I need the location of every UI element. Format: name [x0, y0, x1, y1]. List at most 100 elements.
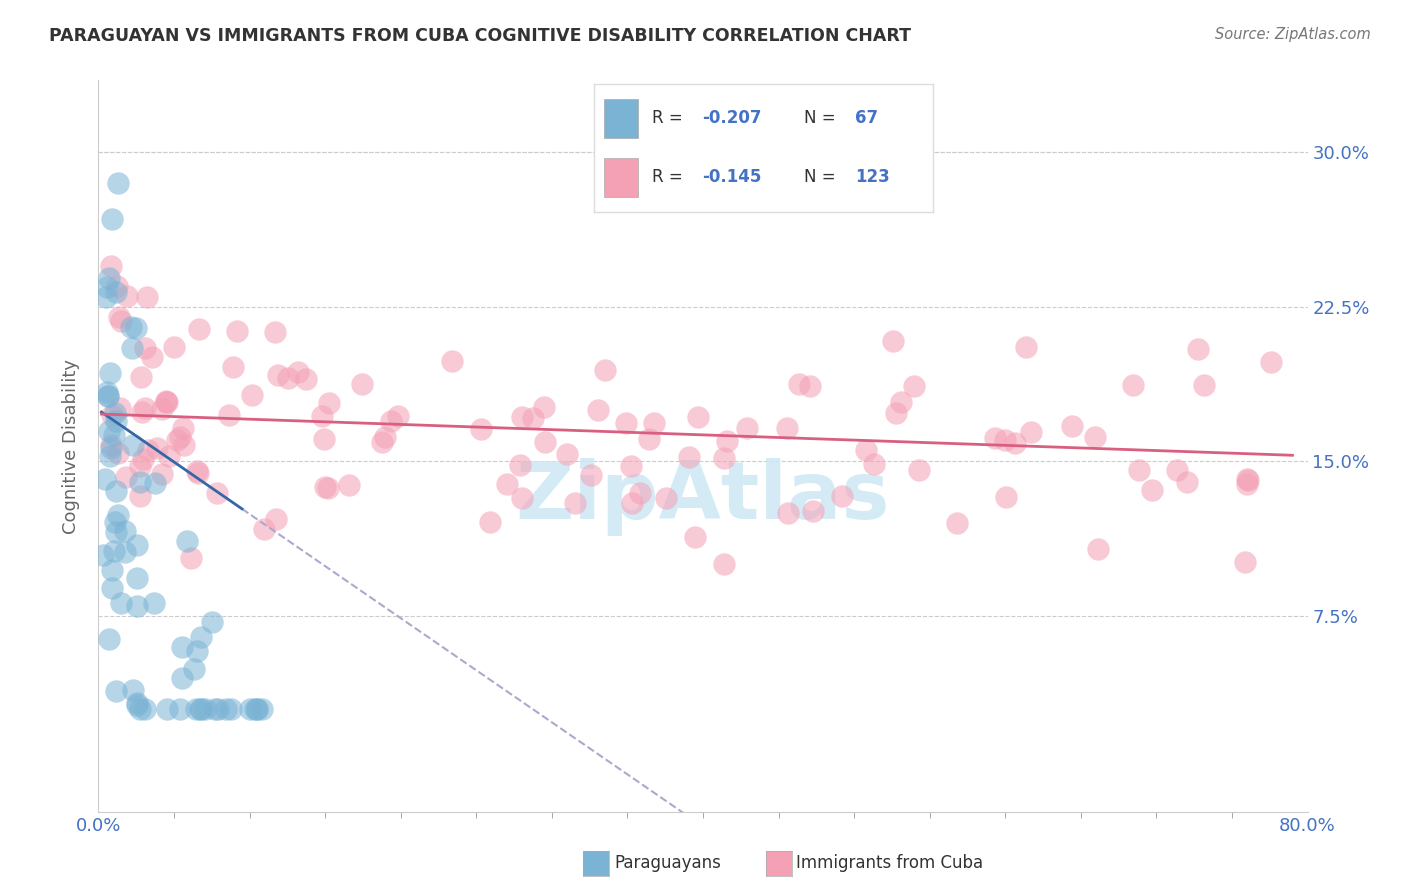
Point — [215, 702, 238, 716]
Point — [1015, 339, 1038, 353]
Point — [201, 615, 224, 629]
Point — [96, 279, 118, 293]
Point — [1122, 378, 1144, 392]
Point — [621, 496, 644, 510]
Point — [190, 630, 212, 644]
Point — [101, 582, 124, 596]
Point — [295, 372, 318, 386]
Point — [1004, 436, 1026, 450]
Point — [194, 702, 217, 716]
Point — [686, 409, 709, 424]
Point — [713, 451, 735, 466]
Text: Source: ZipAtlas.com: Source: ZipAtlas.com — [1215, 27, 1371, 42]
Point — [156, 395, 179, 409]
Point — [129, 475, 152, 489]
Point — [1187, 342, 1209, 356]
Point — [100, 259, 122, 273]
Point — [105, 279, 128, 293]
Point — [509, 458, 531, 473]
Point — [98, 632, 121, 647]
Point — [945, 516, 967, 530]
Point — [128, 702, 150, 716]
Point — [187, 322, 209, 336]
Point — [311, 409, 333, 423]
Point — [141, 351, 163, 365]
Point — [107, 446, 129, 460]
Point — [169, 430, 191, 444]
Point — [122, 683, 145, 698]
Point — [318, 396, 340, 410]
Point — [150, 467, 173, 482]
Point — [1237, 473, 1260, 487]
Point — [125, 320, 148, 334]
Text: Immigrants from Cuba: Immigrants from Cuba — [796, 855, 983, 872]
Point — [150, 402, 173, 417]
Point — [101, 212, 124, 227]
Point — [250, 702, 273, 716]
Point — [143, 476, 166, 491]
Point — [135, 290, 157, 304]
Point — [114, 470, 136, 484]
Point — [127, 571, 149, 585]
Point — [104, 516, 127, 530]
Point — [184, 702, 207, 716]
Point — [470, 422, 492, 436]
Point — [173, 438, 195, 452]
Point — [522, 411, 544, 425]
Point — [787, 376, 810, 391]
Point — [801, 504, 824, 518]
Point — [98, 449, 121, 463]
Point — [564, 496, 586, 510]
Point — [134, 401, 156, 416]
Point — [110, 314, 132, 328]
Point — [97, 424, 120, 438]
Point — [101, 408, 124, 422]
Point — [510, 409, 533, 424]
Point — [1142, 483, 1164, 497]
Point — [593, 363, 616, 377]
Point — [277, 370, 299, 384]
Point — [533, 400, 555, 414]
Point — [170, 671, 193, 685]
Point — [253, 522, 276, 536]
Point — [219, 702, 242, 716]
Point — [312, 432, 335, 446]
Point — [172, 640, 194, 654]
Point — [267, 368, 290, 382]
Point — [97, 389, 120, 403]
Text: PARAGUAYAN VS IMMIGRANTS FROM CUBA COGNITIVE DISABILITY CORRELATION CHART: PARAGUAYAN VS IMMIGRANTS FROM CUBA COGNI… — [49, 27, 911, 45]
Point — [380, 414, 402, 428]
Point — [263, 326, 285, 340]
Point — [799, 379, 821, 393]
Point — [100, 441, 122, 455]
Point — [1233, 555, 1256, 569]
Point — [172, 421, 194, 435]
Point — [120, 320, 142, 334]
Point — [190, 702, 212, 716]
Point — [620, 459, 643, 474]
Point — [496, 476, 519, 491]
Point — [122, 437, 145, 451]
Point — [831, 489, 853, 503]
Point — [94, 289, 117, 303]
Point — [108, 401, 131, 416]
Point — [117, 289, 139, 303]
Point — [1260, 354, 1282, 368]
Point — [114, 524, 136, 539]
Point — [1236, 476, 1258, 491]
Point — [350, 377, 373, 392]
Point — [586, 403, 609, 417]
Point — [994, 433, 1017, 447]
Point — [534, 434, 557, 449]
Point — [107, 176, 129, 190]
Point — [226, 324, 249, 338]
Point — [218, 408, 240, 422]
Point — [440, 354, 463, 368]
Point — [579, 468, 602, 483]
Point — [855, 442, 877, 457]
Point — [555, 446, 578, 460]
Point — [129, 459, 152, 474]
Point — [187, 466, 209, 480]
Point — [96, 384, 118, 399]
Point — [103, 427, 125, 442]
